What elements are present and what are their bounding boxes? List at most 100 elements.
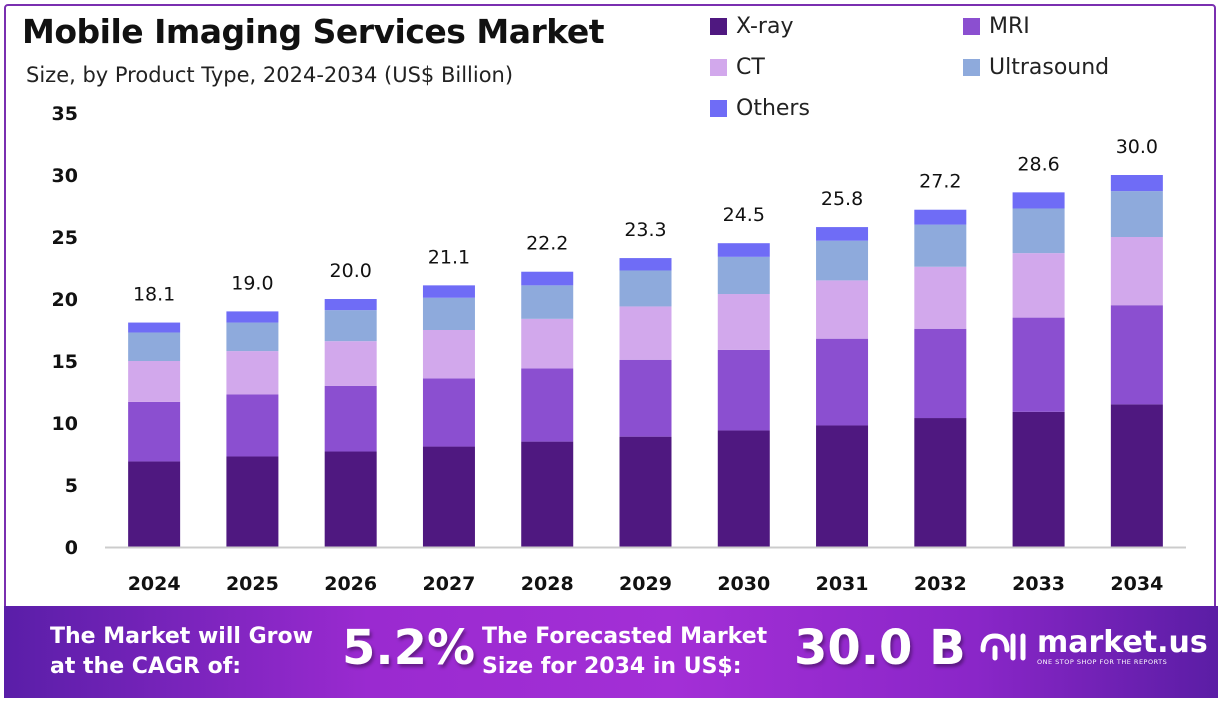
bar-segment-ultrasound <box>619 270 672 307</box>
x-tick-label: 2031 <box>816 573 869 595</box>
bar-segment-mri <box>1110 305 1163 405</box>
bar-segment-others <box>717 243 770 257</box>
bar-segment-ultrasound <box>226 322 279 352</box>
y-tick-label: 25 <box>52 227 78 249</box>
bar-segment-others <box>422 285 475 298</box>
bar-segment-ultrasound <box>521 285 574 319</box>
bar-segment-ultrasound <box>324 310 377 342</box>
x-tick-label: 2027 <box>423 573 476 595</box>
x-tick-label: 2030 <box>717 573 770 595</box>
bar-segment-mri <box>521 368 574 442</box>
bar-segment-xray <box>226 456 279 547</box>
legend-swatch <box>710 18 727 35</box>
stacked-bar-chart: 0510152025303518.1202419.0202520.0202621… <box>52 103 1186 595</box>
bar-segment-others <box>914 209 967 225</box>
total-data-label: 18.1 <box>133 284 175 306</box>
bar-segment-xray <box>717 430 770 547</box>
bar-segment-ct <box>422 330 475 379</box>
legend-swatch <box>963 59 980 76</box>
forecast-label-line1: The Forecasted Market <box>482 624 768 649</box>
x-tick-label: 2034 <box>1110 573 1163 595</box>
bar-segment-ct <box>717 294 770 350</box>
legend-label: CT <box>736 55 765 80</box>
legend-item-mri: MRI <box>963 14 1030 39</box>
bar-segment-ultrasound <box>1012 208 1065 254</box>
total-data-label: 24.5 <box>723 204 765 226</box>
legend-label: MRI <box>989 14 1030 39</box>
legend-item-others: Others <box>710 96 810 121</box>
bar-segment-mri <box>914 328 967 419</box>
bar-segment-mri <box>717 349 770 431</box>
forecast-label: The Forecasted Market Size for 2034 in US… <box>482 622 767 682</box>
bar-segment-ultrasound <box>1110 191 1163 237</box>
bar-segment-ct <box>324 341 377 386</box>
total-data-label: 27.2 <box>919 171 961 193</box>
bar-segment-mri <box>816 338 869 426</box>
bar-segment-mri <box>619 359 672 437</box>
bar-segment-ct <box>1110 237 1163 306</box>
x-tick-label: 2033 <box>1012 573 1065 595</box>
chart-title: Mobile Imaging Services Market <box>22 12 605 51</box>
cagr-label: The Market will Grow at the CAGR of: <box>50 622 313 682</box>
market-us-logo: market.us ONE STOP SHOP FOR THE REPORTS <box>979 628 1208 666</box>
x-tick-label: 2025 <box>226 573 279 595</box>
legend-label: Others <box>736 96 810 121</box>
bar-segment-mri <box>226 394 279 457</box>
bar-segment-ct <box>226 351 279 395</box>
logo-mark-icon <box>980 633 1026 661</box>
legend-item-xray: X-ray <box>710 14 793 39</box>
cagr-label-line1: The Market will Grow <box>50 624 313 649</box>
y-tick-label: 5 <box>65 475 78 497</box>
chart-subtitle: Size, by Product Type, 2024-2034 (US$ Bi… <box>26 63 514 87</box>
bar-segment-ultrasound <box>816 240 869 281</box>
bar-segment-others <box>521 271 574 286</box>
y-tick-label: 20 <box>52 289 78 311</box>
y-tick-label: 35 <box>52 103 78 125</box>
x-tick-label: 2026 <box>324 573 377 595</box>
y-tick-label: 15 <box>52 351 78 373</box>
bar-segment-xray <box>1012 411 1065 547</box>
total-data-label: 23.3 <box>624 219 666 241</box>
bar-segment-others <box>324 299 377 311</box>
x-tick-label: 2032 <box>914 573 967 595</box>
y-tick-label: 10 <box>52 413 78 435</box>
bar-segment-xray <box>422 446 475 547</box>
bar-segment-xray <box>619 436 672 547</box>
total-data-label: 22.2 <box>526 233 568 255</box>
legend-label: Ultrasound <box>989 55 1110 80</box>
total-data-label: 25.8 <box>821 188 863 210</box>
cagr-value: 5.2% <box>342 620 476 676</box>
bar-segment-ct <box>1012 253 1065 318</box>
legend-swatch <box>710 100 727 117</box>
bar-segment-ct <box>521 318 574 369</box>
bar-segment-others <box>1110 175 1163 192</box>
bar-segment-ct <box>128 361 181 402</box>
bar-segment-xray <box>521 441 574 547</box>
logo-name: market.us <box>1037 625 1208 660</box>
bar-segment-ultrasound <box>914 224 967 267</box>
bar-segment-others <box>816 227 869 241</box>
legend-swatch <box>710 59 727 76</box>
bar-segment-mri <box>422 378 475 447</box>
bar-segment-mri <box>1012 317 1065 412</box>
bar-segment-ct <box>816 280 869 339</box>
bar-segment-ct <box>619 306 672 360</box>
summary-banner: The Market will Grow at the CAGR of: 5.2%… <box>4 606 1218 698</box>
total-data-label: 21.1 <box>428 246 470 268</box>
bar-segment-others <box>226 311 279 323</box>
bar-segment-ct <box>914 266 967 329</box>
y-tick-label: 0 <box>65 537 78 559</box>
x-tick-label: 2029 <box>619 573 672 595</box>
bar-segment-ultrasound <box>422 297 475 330</box>
logo-tagline: ONE STOP SHOP FOR THE REPORTS <box>1037 658 1168 666</box>
total-data-label: 30.0 <box>1116 136 1158 158</box>
bar-segment-xray <box>128 461 181 547</box>
bar-segment-ultrasound <box>717 256 770 295</box>
total-data-label: 19.0 <box>231 272 273 294</box>
forecast-label-line2: Size for 2034 in US$: <box>482 654 742 679</box>
bar-segment-xray <box>1110 404 1163 547</box>
bar-segment-mri <box>324 385 377 452</box>
legend-label: X-ray <box>736 14 794 39</box>
total-data-label: 20.0 <box>330 260 372 282</box>
x-tick-label: 2028 <box>521 573 574 595</box>
